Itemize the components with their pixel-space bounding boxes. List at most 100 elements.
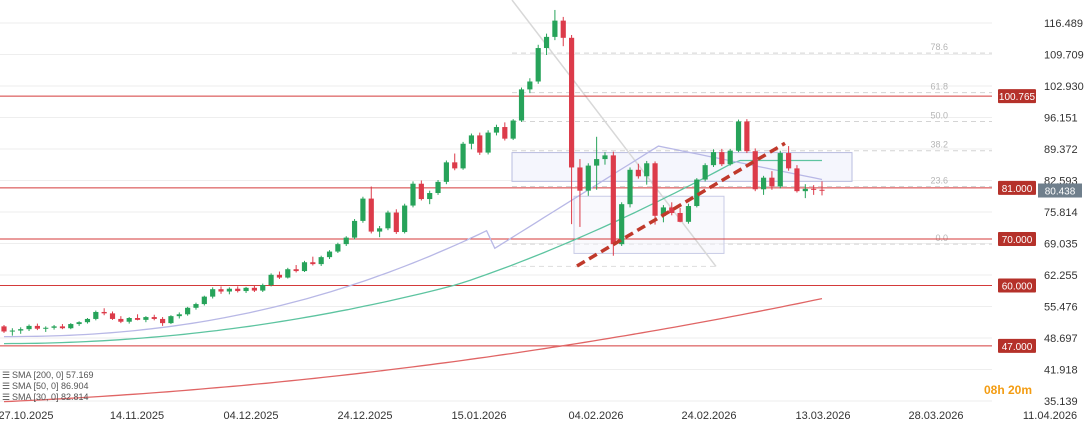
grid-layer — [0, 22, 992, 402]
candle-body — [811, 188, 817, 190]
level-tag[interactable] — [998, 278, 1036, 293]
time-tick-label: 14.11.2025 — [110, 410, 164, 422]
price-tick-label: 55.476 — [1044, 302, 1078, 314]
range-box — [511, 152, 853, 182]
candle-body — [143, 317, 149, 320]
candle-body — [760, 177, 767, 190]
level-tag-label: 47.000 — [1002, 342, 1033, 353]
level-tag[interactable] — [998, 89, 1036, 104]
candle-body — [560, 20, 566, 38]
candle-body — [610, 155, 616, 245]
candle-body — [151, 317, 157, 319]
price-tick-label: 102.930 — [1044, 81, 1084, 93]
fib-label: 0.0 — [935, 233, 948, 243]
candle-body — [786, 153, 792, 169]
candle-body — [377, 228, 383, 232]
candle-body — [468, 135, 475, 144]
trendline[interactable] — [576, 141, 786, 268]
level-tag-label: 60.000 — [1002, 281, 1033, 292]
candle-body — [535, 48, 541, 82]
candle-body — [402, 205, 408, 233]
settings-icon[interactable]: ☰ — [2, 392, 10, 402]
current-price-label: 80.438 — [1045, 187, 1076, 198]
price-tick-label: 89.372 — [1044, 144, 1078, 156]
level-tag-label: 70.000 — [1002, 235, 1033, 246]
price-tick-label: 48.697 — [1044, 333, 1078, 345]
candle-body — [602, 155, 608, 160]
candle-body — [76, 322, 82, 325]
candle-body — [310, 262, 316, 265]
candle-body — [326, 251, 333, 258]
candle-body — [619, 204, 625, 245]
fib-label: 50.0 — [930, 110, 948, 120]
candle-body — [368, 198, 374, 232]
candle-body — [794, 168, 800, 192]
candle-body — [485, 132, 491, 153]
candle-body — [627, 169, 633, 205]
level-tag[interactable] — [998, 338, 1036, 353]
fib-label: 23.6 — [930, 176, 948, 186]
candle-body — [443, 162, 449, 182]
level-tag-label: 81.000 — [1002, 184, 1033, 195]
candle-body — [769, 177, 775, 187]
price-tick-label: 96.151 — [1044, 113, 1078, 125]
candle-body — [644, 163, 650, 177]
candle-body — [552, 20, 558, 37]
candle-body — [118, 318, 124, 322]
time-axis: 27.10.2025 14.11.2025 04.12.2025 24.12.2025… — [0, 410, 1077, 422]
candle-body — [752, 151, 758, 190]
candle-body — [518, 89, 525, 121]
candle-body — [585, 165, 591, 191]
candle-body — [51, 326, 57, 328]
candle-body — [34, 325, 40, 329]
candle-body — [260, 285, 266, 291]
candle-body — [251, 287, 257, 291]
candle-body — [635, 169, 641, 177]
fibonacci-layer: 78.6 61.8 50.0 38.2 23.6 0.0 — [511, 0, 992, 267]
candle-body — [819, 189, 825, 191]
candle-body — [477, 135, 483, 153]
candle-body — [134, 318, 141, 320]
price-axis: 116.489109.709102.93096.15189.37282.5937… — [992, 0, 1086, 430]
time-tick-label: 15.01.2026 — [451, 410, 506, 422]
candle-body — [660, 207, 666, 216]
candle-body — [301, 262, 308, 272]
candle-body — [777, 153, 783, 187]
candle-body — [176, 314, 182, 317]
candle-body — [735, 121, 742, 151]
sma-legend-item: SMA [200, 0] 57.169 — [12, 370, 94, 380]
candlesticks — [1, 9, 825, 336]
candle-body — [744, 121, 750, 152]
current-price-tag — [1038, 183, 1082, 198]
settings-icon[interactable]: ☰ — [2, 370, 10, 380]
candle-body — [360, 198, 366, 221]
time-tick-label: 13.03.2026 — [795, 410, 850, 422]
candle-body — [235, 288, 241, 292]
drawing-annotations[interactable] — [576, 141, 786, 268]
time-tick-label: 28.03.2026 — [908, 410, 963, 422]
candle-body — [802, 188, 808, 192]
sma-legend-item: SMA [50, 0] 86.904 — [12, 381, 89, 391]
candle-body — [101, 311, 107, 314]
settings-icon[interactable]: ☰ — [2, 381, 10, 391]
level-tag[interactable] — [998, 180, 1036, 195]
candle-body — [293, 269, 299, 272]
sma-30-line — [4, 145, 823, 338]
candle-body — [168, 316, 174, 324]
time-tick-label: 24.02.2026 — [681, 410, 736, 422]
candle-body — [343, 237, 349, 245]
level-tag[interactable] — [998, 232, 1036, 247]
candle-body — [59, 326, 66, 329]
candle-body — [727, 150, 733, 165]
price-tick-label: 41.918 — [1044, 365, 1078, 377]
candle-body — [18, 329, 24, 331]
candle-body — [677, 212, 683, 222]
candle-body — [226, 288, 232, 292]
candle-body — [510, 120, 516, 139]
horizontal-levels[interactable] — [0, 95, 992, 347]
candle-body — [68, 324, 74, 329]
candle-body — [427, 193, 433, 200]
candle-body — [126, 318, 132, 322]
candle-body — [1, 326, 7, 332]
